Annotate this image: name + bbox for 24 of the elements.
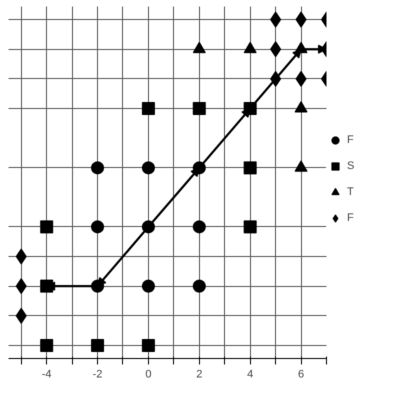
- point: [244, 220, 257, 234]
- legend-label: S: [347, 160, 356, 172]
- point: [192, 102, 206, 116]
- point: [91, 161, 104, 174]
- point: [142, 161, 155, 174]
- legend-label: F: [347, 134, 355, 146]
- x-tick-label: 0: [145, 368, 152, 380]
- x-tick-label: 2: [196, 368, 202, 380]
- point: [192, 280, 206, 293]
- x-tick-label: -2: [92, 368, 102, 380]
- point: [91, 220, 104, 234]
- point: [142, 280, 155, 293]
- point: [192, 220, 206, 234]
- point: [142, 102, 155, 116]
- point: [244, 161, 257, 174]
- x-tick-label: 4: [247, 368, 254, 380]
- point: [40, 338, 54, 352]
- x-tick-label: -4: [42, 368, 52, 380]
- point: [40, 220, 54, 234]
- x-tick-label: 6: [298, 368, 304, 380]
- point: [91, 338, 104, 352]
- legend-label: F: [347, 212, 355, 224]
- legend-label: T: [347, 186, 355, 198]
- point: [142, 338, 155, 352]
